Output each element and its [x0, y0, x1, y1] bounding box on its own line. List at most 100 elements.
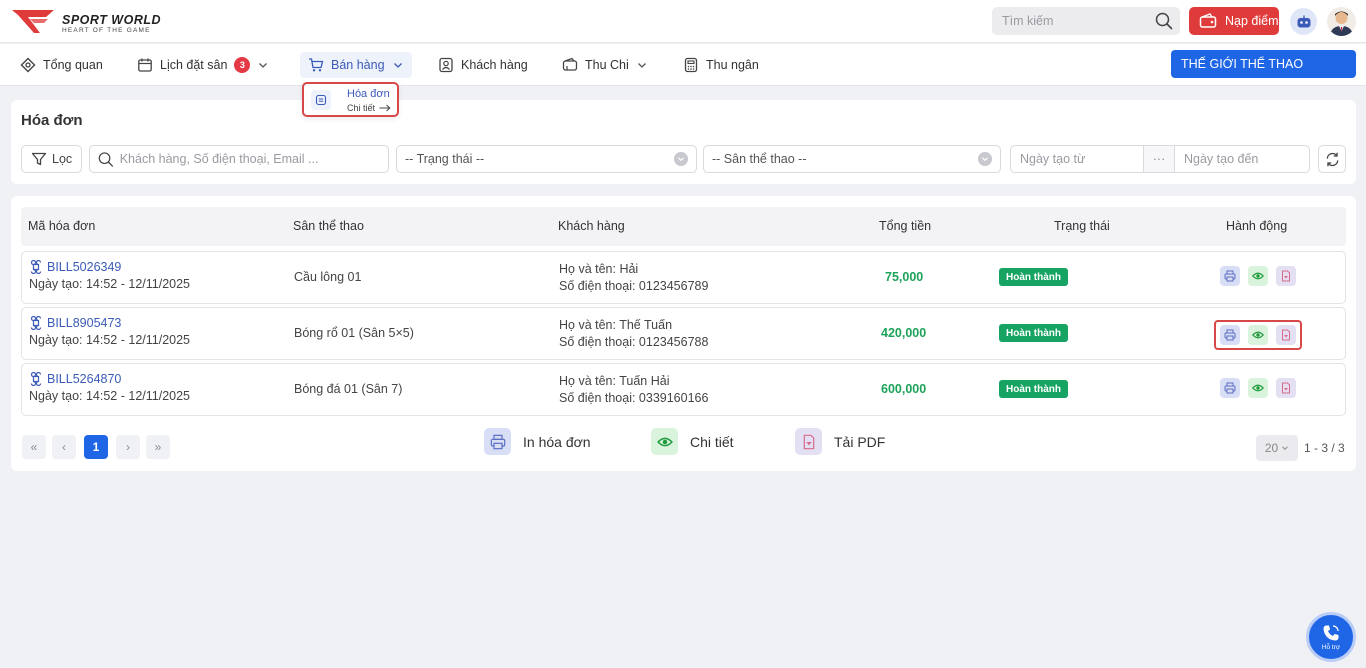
bill-code-link[interactable]: BILL8905473 — [29, 316, 121, 330]
nav-customers[interactable]: Khách hàng — [430, 52, 536, 78]
pagination-range: 1 - 3 / 3 — [1304, 441, 1345, 455]
status-select[interactable]: -- Trạng thái -- — [396, 145, 697, 173]
pdf-icon — [1282, 329, 1290, 341]
venue-name: Cầu lông 01 — [294, 270, 362, 284]
eye-icon — [1252, 272, 1264, 280]
total-amount: 75,000 — [885, 270, 924, 284]
date-from-input[interactable] — [1020, 146, 1143, 172]
command-icon — [30, 260, 42, 274]
page-last-button[interactable]: » — [146, 435, 170, 459]
invoice-search-input[interactable] — [119, 146, 388, 172]
brand-tagline: HEART OF THE GAME — [62, 27, 151, 34]
calendar-icon — [138, 58, 152, 72]
legend-print-label: In hóa đơn — [523, 433, 591, 450]
date-range: ··· — [1010, 145, 1310, 173]
filter-button-label: Lọc — [52, 152, 73, 166]
nav-overview[interactable]: Tổng quan — [12, 52, 111, 78]
sales-dropdown-item-invoice[interactable]: Hóa đơn Chi tiết — [302, 82, 399, 117]
printer-icon — [484, 428, 511, 455]
top-header: SPORT WORLD HEART OF THE GAME Nạp điểm — [0, 0, 1366, 43]
venue-select[interactable]: -- Sân thể thao -- — [703, 145, 1001, 173]
row-actions-highlighted — [1214, 320, 1302, 350]
filter-button[interactable]: Lọc — [21, 145, 82, 173]
bill-code-link[interactable]: BILL5264870 — [29, 372, 121, 386]
command-icon — [30, 316, 42, 330]
pdf-icon — [1282, 382, 1290, 394]
nav-cashier[interactable]: Thu ngân — [675, 52, 767, 78]
total-amount: 420,000 — [881, 326, 927, 340]
support-button[interactable]: Hỗ trợ — [1306, 612, 1356, 662]
view-detail-button[interactable] — [1248, 266, 1268, 286]
printer-icon — [1224, 329, 1236, 341]
refresh-button[interactable] — [1318, 145, 1346, 173]
download-pdf-button[interactable] — [1276, 266, 1296, 286]
page-size-value: 20 — [1264, 441, 1279, 455]
cashier-icon — [684, 57, 698, 73]
venue-name: Bóng rổ 01 (Sân 5×5) — [294, 326, 414, 340]
customer-phone: Số điện thoại: 0123456788 — [559, 335, 709, 349]
bill-code: BILL5264870 — [47, 372, 122, 386]
global-search-input[interactable] — [992, 7, 1147, 35]
view-detail-button[interactable] — [1248, 378, 1268, 398]
dropdown-subtitle-label: Chi tiết — [347, 103, 376, 113]
row-actions — [1216, 375, 1300, 401]
dropdown-subtitle: Chi tiết — [347, 103, 391, 113]
store-select-button[interactable]: THẾ GIỚI THỂ THAO — [1171, 50, 1356, 78]
nav-customers-label: Khách hàng — [461, 58, 528, 72]
nav-income-expense[interactable]: Thu Chi — [554, 52, 656, 78]
bill-created: Ngày tạo: 14:52 - 12/11/2025 — [29, 277, 190, 291]
print-invoice-button[interactable] — [1220, 266, 1240, 286]
user-avatar[interactable] — [1327, 7, 1356, 36]
command-icon — [30, 372, 42, 386]
bill-code: BILL5026349 — [47, 260, 122, 274]
total-amount: 600,000 — [881, 382, 927, 396]
printer-icon — [1224, 382, 1236, 394]
overview-icon — [20, 57, 36, 73]
date-to-input[interactable] — [1184, 146, 1309, 172]
page-first-button[interactable]: « — [22, 435, 46, 459]
brand-title: SPORT WORLD — [62, 13, 162, 27]
page-size-select[interactable]: 20 — [1256, 435, 1298, 461]
chevron-down-icon — [978, 152, 992, 166]
nav-sales[interactable]: Bán hàng — [300, 52, 412, 78]
search-icon[interactable] — [1155, 12, 1173, 30]
filter-card: Hóa đơn Lọc -- Trạng thái -- -- Sân thể … — [11, 100, 1356, 184]
invoice-icon-wrap — [311, 90, 331, 110]
eye-icon — [1252, 331, 1264, 339]
page-current-button[interactable]: 1 — [84, 435, 108, 459]
view-detail-button[interactable] — [1248, 325, 1268, 345]
date-separator: ··· — [1144, 146, 1175, 172]
filter-icon — [31, 152, 47, 166]
chevron-down-icon — [1282, 446, 1289, 451]
venue-select-value: -- Sân thể thao -- — [712, 152, 807, 166]
page-next-button[interactable]: › — [116, 435, 140, 459]
download-pdf-button[interactable] — [1276, 325, 1296, 345]
brand-logo[interactable]: SPORT WORLD HEART OF THE GAME — [8, 5, 178, 37]
customer-phone: Số điện thoại: 0339160166 — [559, 391, 709, 405]
chatbot-button[interactable] — [1290, 8, 1317, 35]
customer-icon — [439, 57, 453, 73]
col-header-actions: Hành động — [1226, 219, 1288, 233]
customer-name: Họ và tên: Tuấn Hải — [559, 374, 670, 388]
table-header: Mã hóa đơn Sân thể thao Khách hàng Tổng … — [21, 207, 1346, 246]
eye-icon — [1252, 384, 1264, 392]
print-invoice-button[interactable] — [1220, 378, 1240, 398]
phone-icon — [1323, 625, 1339, 641]
download-pdf-button[interactable] — [1276, 378, 1296, 398]
col-header-customer: Khách hàng — [558, 219, 625, 233]
table-row: BILL8905473 Ngày tạo: 14:52 - 12/11/2025… — [21, 307, 1346, 360]
print-invoice-button[interactable] — [1220, 325, 1240, 345]
cart-icon — [309, 58, 324, 72]
printer-icon — [1224, 270, 1236, 282]
nav-schedule[interactable]: Lịch đặt sân 3 — [129, 52, 277, 78]
topup-button[interactable]: Nạp điểm — [1189, 7, 1279, 35]
customer-name: Họ và tên: Thế Tuấn — [559, 318, 673, 332]
bill-created: Ngày tạo: 14:52 - 12/11/2025 — [29, 389, 190, 403]
page-prev-button[interactable]: ‹ — [52, 435, 76, 459]
invoice-table-card: Mã hóa đơn Sân thể thao Khách hàng Tổng … — [11, 196, 1356, 471]
legend-detail: Chi tiết — [651, 428, 734, 455]
nav-sales-label: Bán hàng — [331, 58, 385, 72]
invoice-search — [89, 145, 389, 173]
bill-code-link[interactable]: BILL5026349 — [29, 260, 121, 274]
refresh-icon — [1326, 152, 1338, 166]
